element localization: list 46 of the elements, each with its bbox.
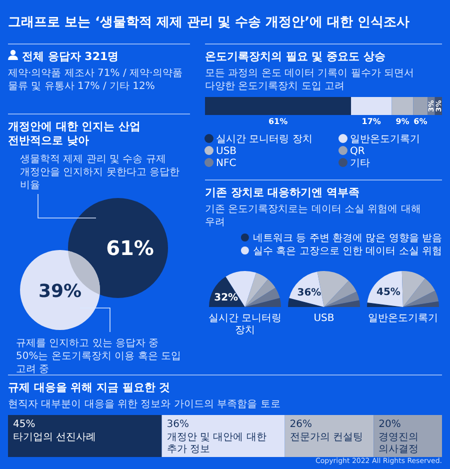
data-label: 9% xyxy=(396,117,410,126)
series-label: 전문가의 컨설팅 xyxy=(290,432,363,443)
chart-subtitle: 모든 과정의 온도 데이터 기록이 필수가 되면서 다양한 온도기록장치 도입 고려 xyxy=(205,68,414,92)
data-label: 20% xyxy=(378,419,401,430)
chart-subtitle: 현직자 대부분이 대응을 위한 정보와 가이드의 부족함을 토로 xyxy=(8,399,280,410)
data-label: 6% xyxy=(414,117,428,126)
text: 그래프로 보는 ‘생물학적 제제 관리 및 수송 개정안’에 대한 인식조사 xyxy=(8,15,410,30)
slice-label: USB xyxy=(314,313,334,324)
data-label: 17% xyxy=(362,117,381,126)
chart-title: 기존 장치로 대응하기엔 역부족 xyxy=(205,186,360,199)
series-label: 타기업의 선진사례 xyxy=(13,432,96,443)
series-label: 개정안 및 대안에 대한 추가 정보 xyxy=(166,432,266,455)
slice-label: 일반온도기록기 xyxy=(368,313,438,324)
bar xyxy=(8,415,162,457)
text: 제약·의약품 제조사 71% / 제약·의약품 물류 및 유통사 17% / 기타 12% xyxy=(8,68,183,92)
bar xyxy=(413,97,428,115)
legend-label: 일반온도기록기 xyxy=(350,134,420,145)
data-label: 32% xyxy=(214,292,238,304)
text: 전체 응답자 321명 xyxy=(22,50,119,63)
chart-title: 규제 대응을 위해 지금 필요한 것 xyxy=(8,381,170,394)
bar xyxy=(205,97,352,115)
data-label: 61% xyxy=(106,236,154,260)
legend-label: USB xyxy=(216,146,237,157)
legend-label: 기타 xyxy=(350,158,370,169)
chart-subtitle: 기존 온도기록장치로는 데이터 소실 위험에 대해 우려 xyxy=(205,204,421,228)
data-label: 45% xyxy=(13,419,36,430)
text: 생물학적 제제 관리 및 수송 규제 개정안을 인지하지 못한다고 응답한 비율 xyxy=(20,154,180,191)
bar xyxy=(284,415,374,457)
slice-label: 실시간 모니터링 장치 xyxy=(208,313,282,336)
series-label: 경영진의 의사결정 xyxy=(378,432,419,455)
legend-label: 실시간 모니터링 장치 xyxy=(216,134,312,145)
legend-label: QR xyxy=(350,146,365,157)
data-label: 61% xyxy=(268,117,288,126)
data-label: 26% xyxy=(290,419,312,430)
legend-label: NFC xyxy=(216,158,236,169)
text: 규제를 인지하고 있는 응답자 중 50%는 온도기록장치 이용 혹은 도입 고려 중 xyxy=(16,338,181,375)
text: 개정안에 대한 인지는 산업 전반적으로 낮아 xyxy=(8,120,140,147)
legend-label: 실수 혹은 고장으로 인한 데이터 소실 위험 xyxy=(252,246,442,257)
data-label: 36% xyxy=(166,419,190,430)
bar xyxy=(392,97,414,115)
data-label: 36% xyxy=(297,287,322,298)
chart-title: 온도기록장치의 필요 및 중요도 상승 xyxy=(205,50,386,63)
bar xyxy=(351,97,392,115)
legend-label: 네트워크 등 주변 환경에 많은 영향을 받음 xyxy=(252,233,442,244)
data-label: 45% xyxy=(376,287,400,298)
data-label: 39% xyxy=(38,281,82,302)
